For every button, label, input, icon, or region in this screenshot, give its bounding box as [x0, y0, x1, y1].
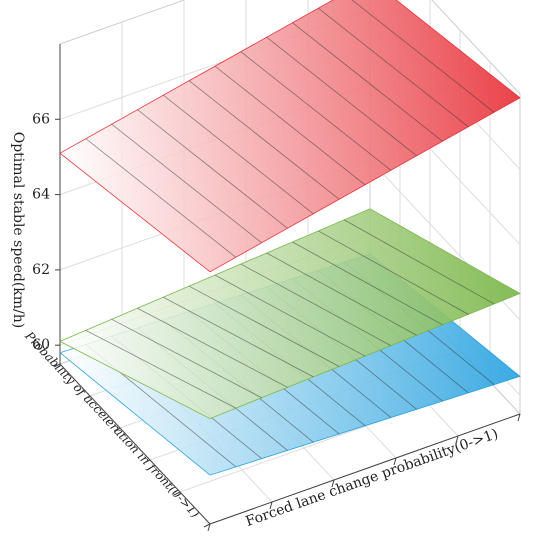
- mesh-line: [188, 285, 340, 367]
- z-tick-label: 60: [32, 337, 50, 353]
- z-tick-label: 64: [32, 187, 50, 203]
- mesh-line: [85, 330, 237, 409]
- mesh-line: [240, 51, 392, 171]
- mesh-line: [188, 80, 340, 200]
- mesh-line: [111, 123, 262, 244]
- mesh-line: [318, 230, 469, 315]
- mesh-line: [266, 36, 417, 157]
- axis-line: [209, 413, 521, 525]
- mesh-line: [163, 94, 314, 215]
- mesh-line: [163, 296, 314, 378]
- z-tick-label: 66: [32, 111, 50, 127]
- mesh-line: [240, 263, 392, 346]
- mesh-line: [214, 274, 366, 357]
- mesh-line: [111, 318, 262, 399]
- x-tick: [393, 457, 397, 466]
- y-tick: [173, 491, 181, 496]
- x-tick: [269, 501, 273, 510]
- mesh-line: [343, 219, 495, 305]
- surface: [59, 208, 521, 420]
- y-tick: [203, 523, 211, 528]
- axis-line: [59, 363, 211, 525]
- mesh-line: [318, 7, 469, 128]
- x-tick: [517, 413, 521, 422]
- mesh-line: [266, 252, 417, 336]
- x-tick: [455, 435, 459, 444]
- mesh-line: [137, 109, 288, 229]
- x-tick: [207, 523, 211, 532]
- x-tick: [331, 479, 335, 488]
- y-tick: [83, 395, 91, 400]
- y-tick: [143, 459, 151, 464]
- mesh-line: [85, 138, 237, 258]
- y-tick: [113, 427, 121, 432]
- z-tick-label: 62: [32, 262, 50, 278]
- y-tick: [53, 363, 61, 368]
- mesh-line: [214, 65, 366, 186]
- mesh-line: [351, 0, 495, 113]
- z-axis-label: Optimal stable speed(km/h): [10, 132, 26, 329]
- mesh-line: [292, 22, 443, 142]
- mesh-line: [292, 241, 443, 326]
- mesh-line: [137, 307, 288, 388]
